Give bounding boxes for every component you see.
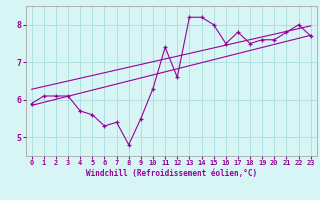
X-axis label: Windchill (Refroidissement éolien,°C): Windchill (Refroidissement éolien,°C) (86, 169, 257, 178)
